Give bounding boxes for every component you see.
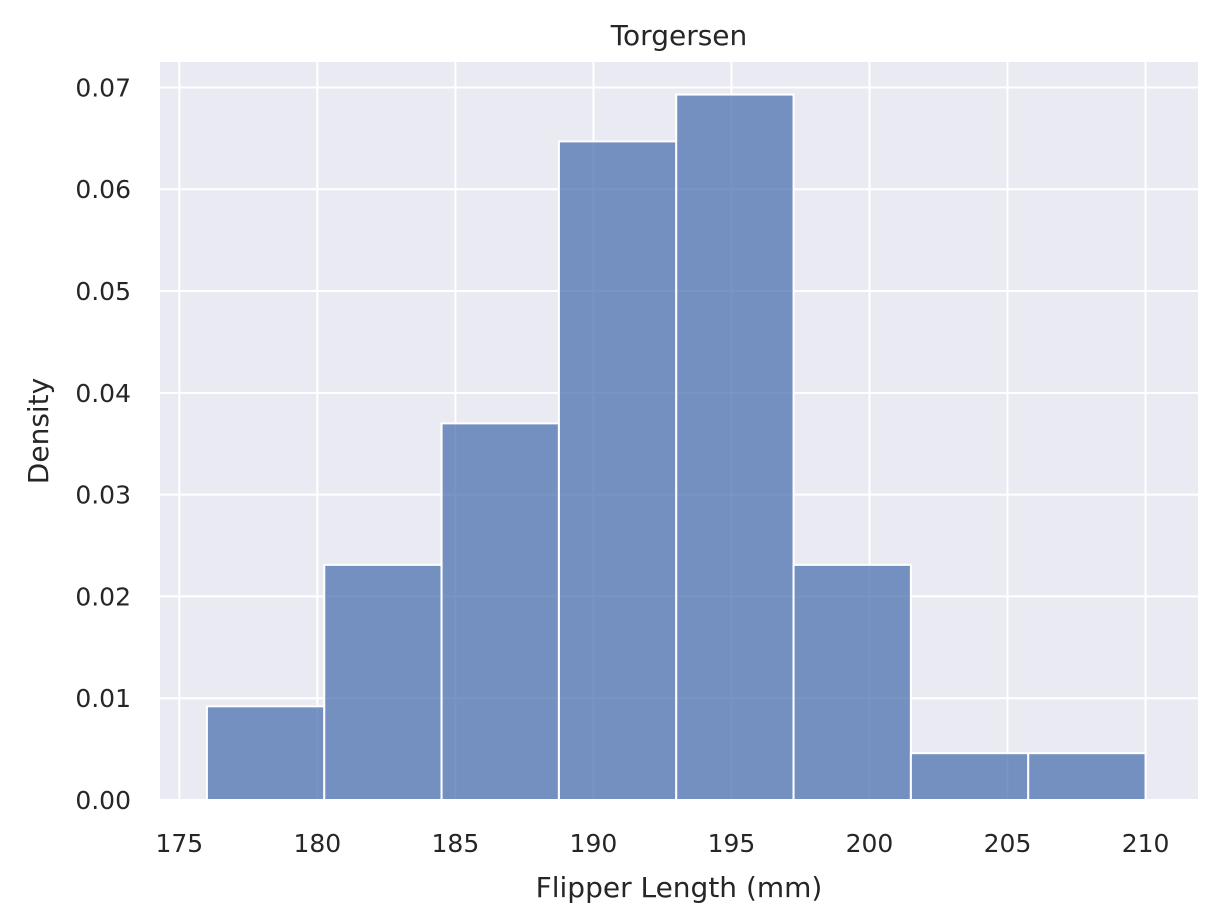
- x-axis-ticks: 175 180 185 190 195 200 205 210: [155, 829, 1169, 858]
- y-axis-label: Density: [22, 378, 55, 484]
- y-tick-label: 0.01: [75, 684, 131, 713]
- y-tick-label: 0.04: [75, 379, 131, 408]
- x-tick-label: 210: [1122, 829, 1170, 858]
- y-tick-label: 0.05: [75, 277, 131, 306]
- x-tick-label: 190: [570, 829, 618, 858]
- y-tick-label: 0.02: [75, 582, 131, 611]
- histogram-bars: [205, 93, 1147, 801]
- histogram-bar: [205, 705, 326, 801]
- y-tick-label: 0.06: [75, 175, 131, 204]
- histogram-bar: [440, 422, 560, 801]
- histogram-bar: [675, 93, 795, 801]
- x-tick-label: 180: [293, 829, 341, 858]
- x-tick-label: 200: [846, 829, 894, 858]
- histogram-bar: [792, 563, 912, 801]
- x-tick-label: 175: [155, 829, 203, 858]
- x-tick-label: 195: [708, 829, 756, 858]
- y-axis-ticks: 0.00 0.01 0.02 0.03 0.04 0.05 0.06 0.07: [75, 73, 131, 815]
- histogram-bar: [909, 752, 1030, 801]
- x-tick-label: 205: [984, 829, 1032, 858]
- y-tick-label: 0.07: [75, 73, 131, 102]
- x-axis-label: Flipper Length (mm): [536, 871, 823, 904]
- histogram-bar: [557, 140, 678, 801]
- histogram-bar: [1027, 752, 1147, 801]
- y-tick-label: 0.03: [75, 481, 131, 510]
- histogram-bar: [323, 563, 443, 801]
- chart-title: Torgersen: [610, 19, 748, 52]
- y-tick-label: 0.00: [75, 786, 131, 815]
- x-tick-label: 185: [432, 829, 480, 858]
